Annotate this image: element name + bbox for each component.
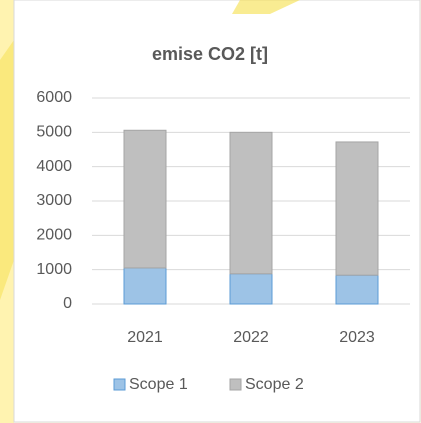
legend-label: Scope 2 [245,376,304,393]
x-tick-label: 2022 [233,329,269,346]
x-tick-label: 2021 [127,329,163,346]
bar-segment [335,141,379,276]
y-tick-label: 6000 [36,89,72,106]
y-tick-label: 4000 [36,158,72,175]
legend-swatch [113,378,126,391]
y-tick-label: 3000 [36,192,72,209]
y-tick-label: 2000 [36,227,72,244]
chart-title: emise CO2 [t] [152,44,268,64]
decoration [232,0,300,14]
legend-swatch [229,378,242,391]
legend-label: Scope 1 [129,376,188,393]
y-tick-label: 0 [63,295,72,312]
bar-segment [229,131,273,275]
bar-segment [123,129,167,269]
y-tick-label: 5000 [36,124,72,141]
bar-segment [335,274,379,305]
x-tick-label: 2023 [339,329,375,346]
decoration [0,40,14,300]
y-tick-label: 1000 [36,261,72,278]
bar-segment [229,273,273,305]
bar-segment [123,267,167,305]
